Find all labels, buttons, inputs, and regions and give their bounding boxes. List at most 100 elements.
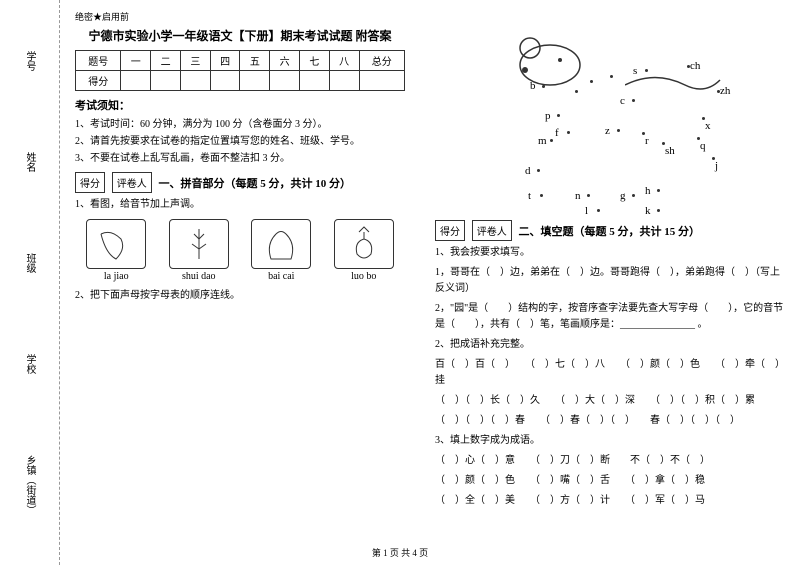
table-cell: 得分 bbox=[76, 71, 121, 91]
pinyin-letter: l bbox=[585, 205, 588, 217]
pinyin-letter: zh bbox=[720, 85, 730, 97]
pinyin-letter: z bbox=[605, 125, 610, 137]
table-cell: 八 bbox=[329, 51, 359, 71]
dot bbox=[617, 129, 620, 132]
page-footer: 第 1 页 共 4 页 bbox=[0, 546, 800, 559]
dot bbox=[590, 80, 593, 83]
table-cell: 一 bbox=[121, 51, 151, 71]
dot bbox=[657, 209, 660, 212]
img-label: shui dao bbox=[169, 271, 229, 282]
left-column: 绝密★启用前 宁德市实验小学一年级语文【下册】期末考试试题 附答案 题号 一 二… bbox=[60, 0, 420, 565]
table-cell: 六 bbox=[270, 51, 300, 71]
pinyin-letter: q bbox=[700, 140, 706, 152]
pinyin-letter: n bbox=[575, 190, 581, 202]
dot bbox=[657, 189, 660, 192]
dot bbox=[537, 169, 540, 172]
dot bbox=[540, 194, 543, 197]
table-cell: 七 bbox=[300, 51, 330, 71]
pinyin-letter: x bbox=[705, 120, 711, 132]
dot bbox=[642, 132, 645, 135]
table-cell: 五 bbox=[240, 51, 270, 71]
question: 3、填上数字成为成语。 bbox=[435, 433, 785, 449]
table-cell: 总分 bbox=[359, 51, 404, 71]
table-cell: 三 bbox=[180, 51, 210, 71]
pinyin-letter: k bbox=[645, 205, 651, 217]
pinyin-letter: j bbox=[715, 160, 718, 172]
notice-title: 考试须知： bbox=[75, 97, 405, 113]
idiom-line: （ ）心（ ）意 （ ）刀（ ）断 不（ ）不（ ） bbox=[435, 453, 785, 469]
dot bbox=[567, 131, 570, 134]
pinyin-letter: b bbox=[530, 80, 536, 92]
table-row: 题号 一 二 三 四 五 六 七 八 总分 bbox=[76, 51, 405, 71]
img-label: la jiao bbox=[86, 271, 146, 282]
binding-label: 乡镇（街道） bbox=[22, 455, 37, 515]
score-box: 得分 bbox=[75, 172, 105, 193]
question: 2、把下面声母按字母表的顺序连线。 bbox=[75, 288, 405, 304]
score-table: 题号 一 二 三 四 五 六 七 八 总分 得分 bbox=[75, 50, 405, 91]
pinyin-letter: t bbox=[528, 190, 531, 202]
notice-item: 1、考试时间：60 分钟，满分为 100 分（含卷面分 3 分）。 bbox=[75, 117, 405, 132]
score-box: 得分 bbox=[435, 220, 465, 241]
pepper-icon bbox=[86, 219, 146, 269]
pinyin-letter: h bbox=[645, 185, 651, 197]
binding-strip: 学号 姓名 班级 学校 乡镇（街道） bbox=[0, 0, 60, 565]
image-item: bai cai bbox=[251, 219, 311, 282]
dot bbox=[610, 75, 613, 78]
tail-curve-icon bbox=[625, 70, 725, 100]
idiom-line: （ ）（ ）长（ ）久 （ ）大（ ）深 （ ）（ ）积（ ）累 bbox=[435, 393, 785, 409]
binding-label: 学校 bbox=[22, 354, 37, 374]
exam-page: 学号 姓名 班级 学校 乡镇（街道） 绝密★启用前 宁德市实验小学一年级语文【下… bbox=[0, 0, 800, 565]
grader-box: 评卷人 bbox=[112, 172, 152, 193]
pinyin-letter: m bbox=[538, 135, 547, 147]
dot bbox=[717, 90, 720, 93]
notice-item: 3、不要在试卷上乱写乱画，卷面不整洁扣 3 分。 bbox=[75, 151, 405, 166]
binding-label: 学号 bbox=[22, 51, 37, 71]
pinyin-letter: r bbox=[645, 135, 649, 147]
dot bbox=[712, 157, 715, 160]
dot bbox=[687, 65, 690, 68]
dot bbox=[550, 139, 553, 142]
grader-box: 评卷人 bbox=[472, 220, 512, 241]
image-row: la jiao shui dao bai cai luo bo bbox=[75, 219, 405, 282]
pinyin-letter: c bbox=[620, 95, 625, 107]
table-cell: 二 bbox=[151, 51, 181, 71]
image-item: shui dao bbox=[169, 219, 229, 282]
pinyin-letter: g bbox=[620, 190, 626, 202]
idiom-line: （ ）颜（ ）色 （ ）嘴（ ）舌 （ ）拿（ ）稳 bbox=[435, 473, 785, 489]
dot bbox=[587, 194, 590, 197]
idiom-line: （ ）（ ）（ ）春 （ ）春（ ）（ ） 春（ ）（ ）（ ） bbox=[435, 413, 785, 429]
exam-title: 宁德市实验小学一年级语文【下册】期末考试试题 附答案 bbox=[75, 27, 405, 44]
pinyin-letter: s bbox=[633, 65, 637, 77]
notice-item: 2、请首先按要求在试卷的指定位置填写您的姓名、班级、学号。 bbox=[75, 134, 405, 149]
dot bbox=[557, 114, 560, 117]
dot bbox=[645, 69, 648, 72]
dot bbox=[542, 85, 545, 88]
confidential-mark: 绝密★启用前 bbox=[75, 10, 405, 23]
dot bbox=[632, 99, 635, 102]
dot bbox=[697, 137, 700, 140]
pinyin-letter: d bbox=[525, 165, 531, 177]
idiom-line: 百（ ）百（ ） （ ）七（ ）八 （ ）颜（ ）色 （ ）牵（ ）挂 bbox=[435, 357, 785, 389]
right-column: bpmfdtnlgkhjqxzhchshrzcs 得分 评卷人 二、填空题（每题… bbox=[420, 0, 800, 565]
question: 1、我会按要求填写。 bbox=[435, 245, 785, 261]
pinyin-letter: f bbox=[555, 127, 559, 139]
idiom-line: （ ）全（ ）美 （ ）方（ ）计 （ ）军（ ）马 bbox=[435, 493, 785, 509]
pinyin-letter: ch bbox=[690, 60, 700, 72]
radish-icon bbox=[334, 219, 394, 269]
dot bbox=[632, 194, 635, 197]
binding-label: 姓名 bbox=[22, 152, 37, 172]
section-title: 二、填空题（每题 5 分，共计 15 分） bbox=[519, 226, 701, 238]
rice-icon bbox=[169, 219, 229, 269]
sub-question: 1，哥哥在（ ）边，弟弟在（ ）边。哥哥跑得（ ），弟弟跑得（ ）（写上反义词） bbox=[435, 265, 785, 297]
img-label: luo bo bbox=[334, 271, 394, 282]
table-cell: 四 bbox=[210, 51, 240, 71]
question: 1、看图，给音节加上声调。 bbox=[75, 197, 405, 213]
table-cell: 题号 bbox=[76, 51, 121, 71]
image-item: luo bo bbox=[334, 219, 394, 282]
table-row: 得分 bbox=[76, 71, 405, 91]
connect-dots-diagram: bpmfdtnlgkhjqxzhchshrzcs bbox=[470, 20, 750, 210]
dot bbox=[597, 209, 600, 212]
pinyin-letter: p bbox=[545, 110, 551, 122]
img-label: bai cai bbox=[251, 271, 311, 282]
image-item: la jiao bbox=[86, 219, 146, 282]
